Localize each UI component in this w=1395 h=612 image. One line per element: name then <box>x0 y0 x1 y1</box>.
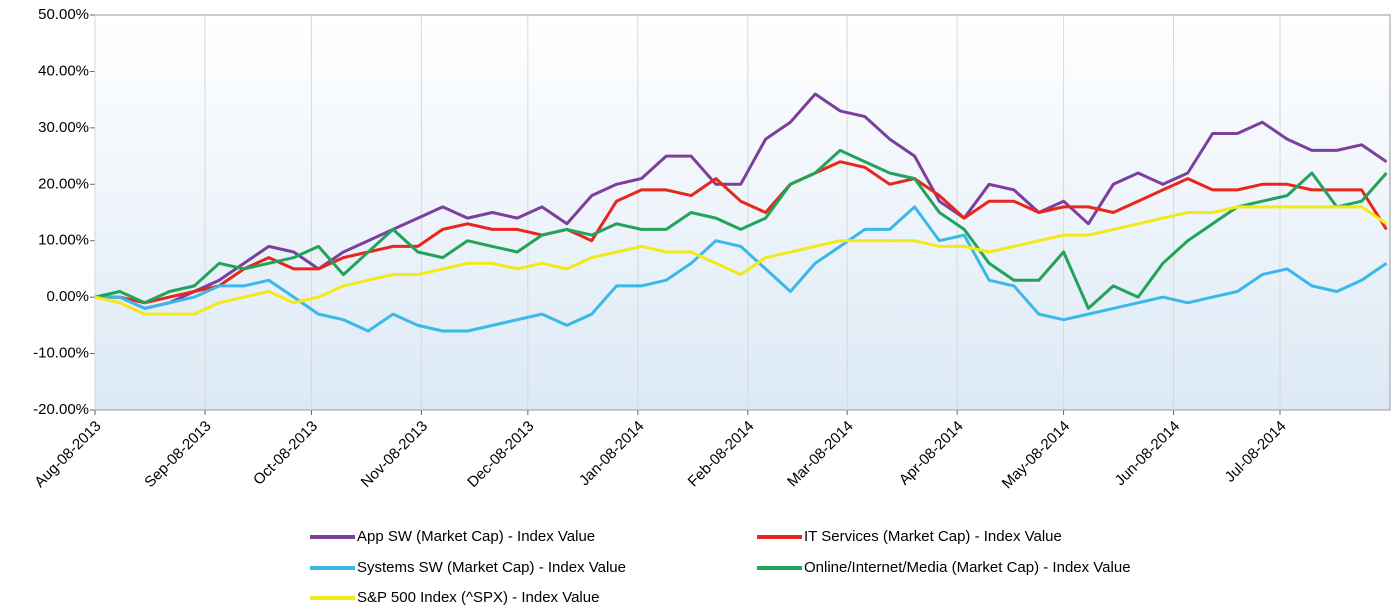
y-tick-label: 20.00% <box>38 175 89 192</box>
x-tick-label: Nov-08-2013 <box>358 418 431 491</box>
y-tick-label: -10.00% <box>33 345 89 362</box>
series-line <box>94 205 1388 316</box>
x-tick-label: Jun-08-2014 <box>1112 418 1184 490</box>
legend-label: IT Services (Market Cap) - Index Value <box>804 528 1062 545</box>
y-tick-label: 10.00% <box>38 232 89 249</box>
legend-label: Systems SW (Market Cap) - Index Value <box>357 559 626 576</box>
y-tick-label: 40.00% <box>38 62 89 79</box>
x-tick-label: Oct-08-2013 <box>250 418 321 489</box>
plot-area <box>94 14 1391 411</box>
series-line <box>94 148 1388 310</box>
x-tick-label: Jan-08-2014 <box>576 418 648 490</box>
y-tick-label: 50.00% <box>38 6 89 23</box>
series-line <box>95 160 1388 305</box>
y-tick-label: -20.00% <box>33 401 89 418</box>
legend-label: App SW (Market Cap) - Index Value <box>357 528 595 545</box>
legend-label: S&P 500 Index (^SPX) - Index Value <box>357 589 599 606</box>
x-tick-label: Sep-08-2013 <box>141 418 214 491</box>
y-tick-label: 30.00% <box>38 119 89 136</box>
x-tick-label: Apr-08-2014 <box>896 418 967 489</box>
legend-label: Online/Internet/Media (Market Cap) - Ind… <box>804 559 1131 576</box>
y-tick-label: 0.00% <box>46 288 89 305</box>
series-line <box>95 92 1388 310</box>
x-tick-label: Mar-08-2014 <box>784 418 857 491</box>
x-tick-label: Jul-08-2014 <box>1222 418 1290 486</box>
x-tick-label: May-08-2014 <box>999 418 1074 493</box>
x-tick-label: Dec-08-2013 <box>464 418 537 491</box>
x-tick-label: Feb-08-2014 <box>685 418 758 491</box>
series-line <box>95 205 1388 333</box>
x-tick-label: Aug-08-2013 <box>31 418 104 491</box>
